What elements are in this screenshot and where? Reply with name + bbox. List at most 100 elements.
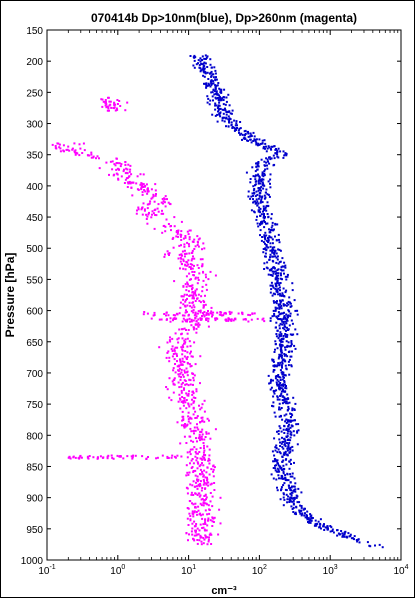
- data-point: [191, 286, 194, 289]
- data-point: [201, 315, 203, 317]
- data-point: [186, 337, 189, 340]
- data-point: [289, 492, 292, 495]
- y-tick-label: 650: [26, 338, 43, 349]
- data-point: [288, 310, 291, 313]
- data-point: [279, 272, 282, 275]
- data-point: [78, 457, 81, 460]
- data-point: [196, 494, 199, 496]
- data-point: [204, 476, 207, 479]
- data-point: [96, 155, 99, 158]
- data-point: [265, 204, 268, 207]
- data-point: [277, 430, 280, 433]
- data-point: [101, 456, 104, 459]
- data-point: [165, 386, 168, 388]
- data-point: [278, 353, 281, 356]
- data-point: [285, 304, 288, 307]
- data-point: [183, 293, 186, 296]
- data-point: [112, 457, 115, 460]
- data-point: [184, 235, 187, 237]
- data-point: [228, 104, 231, 107]
- data-point: [211, 315, 213, 318]
- data-point: [188, 405, 191, 408]
- data-point: [274, 449, 277, 452]
- data-point: [192, 515, 195, 518]
- data-point: [272, 467, 275, 469]
- data-point: [287, 364, 290, 367]
- data-point: [265, 150, 268, 153]
- data-point: [290, 364, 293, 367]
- data-point: [181, 373, 184, 376]
- data-point: [192, 56, 195, 59]
- data-point: [192, 301, 194, 304]
- data-point: [286, 442, 288, 445]
- data-point: [190, 294, 193, 297]
- data-point: [283, 328, 286, 331]
- data-point: [196, 426, 199, 429]
- data-point: [273, 437, 276, 440]
- data-point: [347, 532, 350, 535]
- data-point: [185, 329, 187, 331]
- data-point: [274, 235, 276, 238]
- data-point: [143, 185, 146, 188]
- data-point: [264, 196, 267, 199]
- data-point: [253, 188, 256, 190]
- data-point: [282, 358, 285, 361]
- data-point: [181, 357, 184, 360]
- data-point: [281, 371, 284, 374]
- data-point: [281, 344, 284, 347]
- data-point: [271, 238, 274, 241]
- data-point: [111, 168, 114, 171]
- data-point: [291, 322, 294, 325]
- data-point: [284, 316, 287, 319]
- data-point: [259, 229, 262, 232]
- data-point: [271, 246, 274, 249]
- data-point: [262, 210, 264, 213]
- data-point: [189, 229, 192, 232]
- data-point: [74, 153, 77, 156]
- data-point: [309, 518, 312, 521]
- data-point: [211, 495, 214, 498]
- data-point: [282, 265, 285, 268]
- data-point: [272, 255, 275, 258]
- data-point: [207, 78, 210, 80]
- data-point: [279, 282, 282, 284]
- data-point: [185, 252, 188, 255]
- data-point: [199, 309, 202, 312]
- data-point: [192, 413, 195, 416]
- data-point: [258, 143, 261, 146]
- data-point: [184, 401, 187, 404]
- data-point: [269, 256, 271, 259]
- data-point: [268, 231, 271, 234]
- data-point: [279, 427, 282, 430]
- data-point: [62, 144, 65, 147]
- data-point: [252, 131, 255, 134]
- data-point: [272, 477, 275, 480]
- data-point: [165, 356, 168, 359]
- data-point: [285, 329, 287, 332]
- data-point: [271, 285, 274, 288]
- data-point: [183, 342, 185, 345]
- data-point: [195, 448, 198, 451]
- data-point: [295, 494, 298, 497]
- data-point: [242, 318, 245, 321]
- data-point: [280, 304, 283, 307]
- data-point: [163, 255, 166, 258]
- data-point: [273, 365, 276, 368]
- data-point: [167, 252, 170, 255]
- data-point: [194, 506, 197, 509]
- data-point: [192, 392, 195, 395]
- data-point: [272, 164, 275, 167]
- data-point: [280, 274, 282, 277]
- data-point: [272, 370, 275, 373]
- data-point: [293, 477, 296, 480]
- data-point: [256, 168, 259, 171]
- data-point: [165, 311, 168, 314]
- data-point: [245, 171, 248, 174]
- data-point: [101, 105, 104, 108]
- data-point: [194, 363, 197, 366]
- data-point: [286, 333, 289, 336]
- data-point: [143, 189, 146, 191]
- data-point: [151, 210, 154, 213]
- data-point: [271, 242, 274, 245]
- data-point: [131, 457, 134, 460]
